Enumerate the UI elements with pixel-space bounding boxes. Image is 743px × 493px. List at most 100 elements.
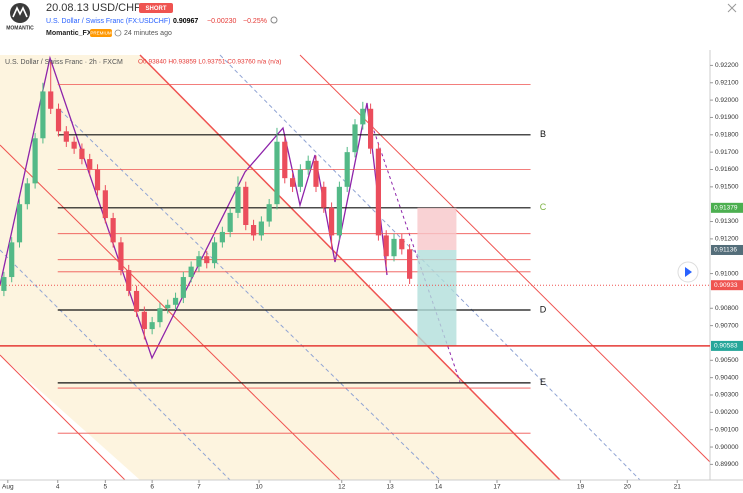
- candle-body: [383, 235, 389, 257]
- candle-body: [250, 225, 257, 236]
- level-label: B: [540, 129, 546, 139]
- candle-body: [235, 186, 241, 213]
- candle-body: [407, 249, 413, 279]
- candle-body: [375, 148, 382, 236]
- x-tick-label: 17: [493, 484, 501, 491]
- time-ago: 24 minutes ago: [124, 30, 172, 37]
- alert-icon[interactable]: [270, 16, 278, 24]
- y-tick-label: 0.90400: [715, 374, 739, 381]
- candle-body: [157, 308, 163, 323]
- price-label-bg: [711, 202, 743, 213]
- price-label-bg: [711, 340, 743, 351]
- clock-icon: [114, 29, 122, 37]
- y-tick-label: 0.91700: [715, 149, 739, 156]
- candle-body: [110, 218, 116, 243]
- candle-body: [204, 256, 210, 264]
- price-label: 0.90933: [714, 282, 738, 289]
- candle-body: [188, 266, 194, 278]
- candle-body: [282, 141, 288, 179]
- target-zone: [417, 249, 457, 346]
- play-icon: [685, 267, 692, 277]
- x-tick-label: 6: [150, 484, 154, 491]
- y-tick-label: 0.90500: [715, 357, 739, 364]
- candle-body: [313, 160, 319, 187]
- x-tick-label: 5: [104, 484, 108, 491]
- candle-body: [24, 183, 30, 205]
- author[interactable]: Momantic_FX: [46, 30, 92, 37]
- y-tick-label: 0.91500: [715, 184, 739, 191]
- level-label: E: [540, 377, 546, 387]
- price-label: 0.91136: [714, 247, 737, 254]
- y-tick-label: 0.91600: [715, 166, 739, 173]
- x-tick-label: 14: [435, 484, 443, 491]
- y-tick-label: 0.90700: [715, 322, 739, 329]
- symbol-link[interactable]: U.S. Dollar / Swiss Franc (FX:USDCHF): [46, 18, 170, 25]
- candle-body: [274, 141, 280, 205]
- logo-text: MOMANTIC: [6, 25, 34, 31]
- change: −0.00230: [207, 18, 236, 25]
- y-tick-label: 0.92200: [715, 62, 739, 69]
- channel-line: [0, 354, 126, 481]
- price-label: 0.91379: [714, 205, 738, 212]
- ohlc-values: O0.93840 H0.93859 L0.93751 C0.93760 n/a …: [138, 59, 281, 66]
- channel-midline: [0, 249, 231, 481]
- candle-body: [55, 108, 62, 132]
- candle-body: [87, 159, 93, 170]
- candle-body: [344, 152, 350, 187]
- channel-line: [139, 54, 561, 481]
- candle-body: [258, 221, 264, 236]
- candle-body: [305, 160, 311, 170]
- short-badge: [139, 3, 173, 13]
- level-label: C: [540, 202, 547, 212]
- candle-body: [266, 204, 272, 222]
- x-tick-label: 13: [386, 484, 394, 491]
- candle-body: [391, 238, 397, 257]
- close-button[interactable]: [727, 3, 737, 13]
- candle-body: [48, 91, 54, 109]
- candle-body: [63, 131, 69, 142]
- candle-body: [79, 148, 85, 160]
- candle-body: [102, 190, 108, 219]
- x-tick-label: Aug: [2, 484, 14, 491]
- premium-badge-text: PREMIUM: [90, 30, 112, 35]
- candle-body: [94, 169, 101, 191]
- candle-body: [336, 186, 342, 236]
- channel-line: [0, 144, 341, 481]
- y-tick-label: 0.92100: [715, 79, 739, 86]
- candle-body: [243, 186, 249, 225]
- logo-mark: [12, 6, 28, 18]
- candle-body: [196, 256, 202, 267]
- premium-badge: [90, 29, 112, 37]
- channel-midline: [219, 54, 641, 481]
- candle-body: [368, 108, 374, 149]
- candle-body: [297, 169, 303, 187]
- candle-body: [328, 207, 335, 236]
- x-tick-label: 20: [624, 484, 632, 491]
- candle-body: [118, 242, 124, 271]
- channel-midline: [59, 109, 441, 481]
- candle-body: [40, 91, 46, 139]
- candle-body: [9, 242, 15, 278]
- short-badge-text: SHORT: [146, 6, 167, 12]
- candle-body: [133, 290, 140, 312]
- x-tick-label: 21: [674, 484, 682, 491]
- stop-zone: [417, 207, 457, 250]
- price: 0.90967: [173, 18, 198, 25]
- candle-body: [360, 108, 366, 125]
- x-tick-label: 4: [56, 484, 60, 491]
- candle-body: [352, 124, 358, 153]
- candle-body: [141, 311, 147, 330]
- candle-body: [321, 186, 327, 208]
- y-tick-label: 0.91200: [715, 236, 739, 243]
- x-tick-label: 12: [338, 484, 346, 491]
- y-tick-label: 0.90200: [715, 409, 739, 416]
- candle-body: [289, 178, 296, 187]
- candle-body: [126, 270, 132, 291]
- x-tick-label: 7: [197, 484, 201, 491]
- post-title: 20.08.13 USD/CHF: [46, 2, 141, 14]
- y-tick-label: 0.91300: [715, 218, 739, 225]
- y-tick-label: 0.90000: [715, 444, 739, 451]
- y-tick-label: 0.92000: [715, 97, 739, 104]
- candle-body: [172, 297, 179, 305]
